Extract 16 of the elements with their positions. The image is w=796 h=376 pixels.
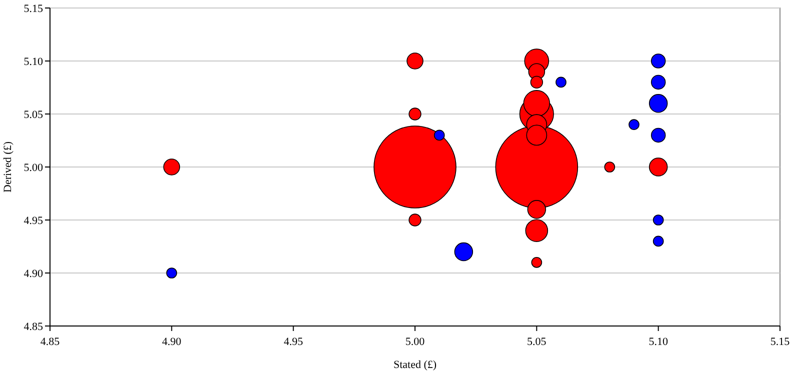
y-tick-label: 5.15 (24, 2, 44, 15)
x-tick-label: 5.15 (770, 336, 790, 348)
x-tick-label: 4.85 (40, 336, 60, 348)
x-tick-label: 4.95 (284, 336, 304, 348)
y-tick-label: 5.10 (24, 56, 44, 68)
y-tick-label: 4.85 (24, 320, 44, 333)
x-tick-label: 5.05 (527, 336, 547, 348)
x-axis-title: Stated (£) (393, 359, 437, 371)
y-tick-label: 5.00 (24, 162, 44, 174)
x-tick-label: 4.90 (162, 336, 182, 348)
y-tick-label: 4.95 (24, 214, 44, 227)
y-tick-label: 5.05 (24, 108, 44, 121)
x-tick-label: 5.00 (405, 336, 426, 348)
y-tick-label: 4.90 (24, 268, 44, 280)
x-tick-label: 5.10 (648, 336, 668, 348)
y-axis-title: Derived (£) (2, 141, 14, 193)
